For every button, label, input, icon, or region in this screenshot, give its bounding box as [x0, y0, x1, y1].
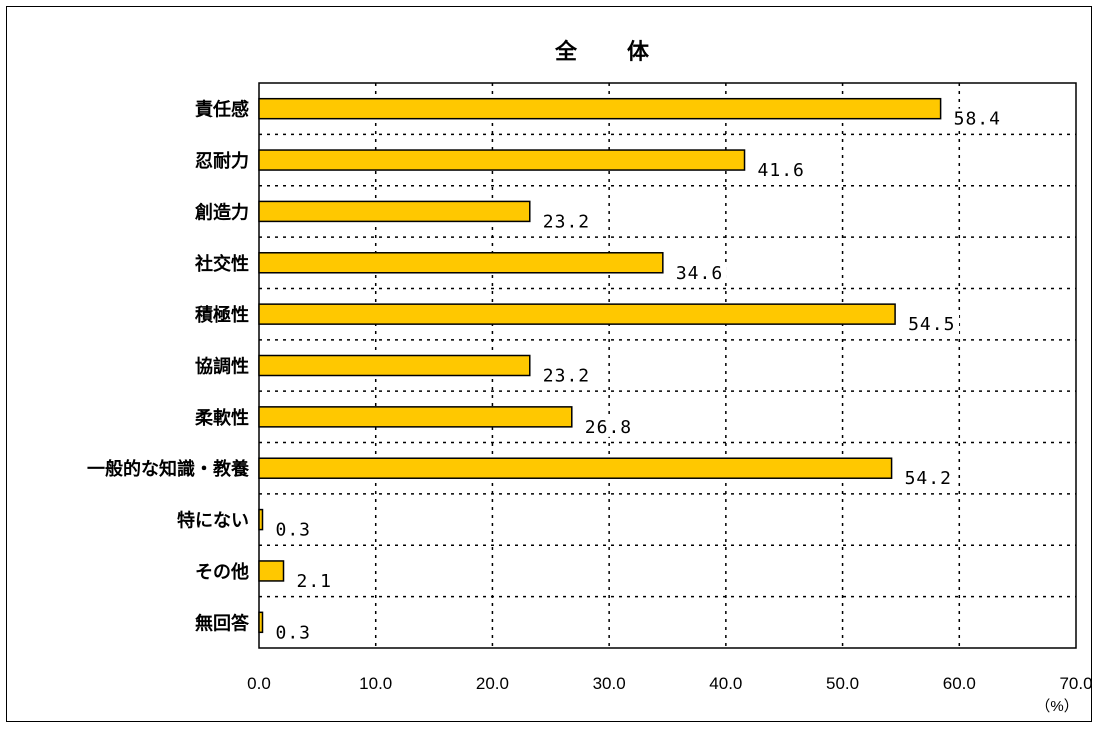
value-label-bg [272, 519, 315, 540]
category-label: 一般的な知識・教養 [87, 458, 249, 480]
category-label: 協調性 [195, 356, 249, 378]
grid-lines [259, 83, 1076, 648]
bar-chart: 全 体 責任感忍耐力創造力社交性積極性協調性柔軟性一般的な知識・教養特にないその… [87, 39, 1093, 715]
category-label: 積極性 [194, 304, 249, 326]
unit-label: （%） [1035, 698, 1078, 715]
value-label: 26.8 [585, 417, 632, 438]
chart-frame: 全 体 責任感忍耐力創造力社交性積極性協調性柔軟性一般的な知識・教養特にないその… [6, 6, 1093, 722]
value-label-bg [905, 314, 960, 335]
bar [258, 508, 264, 531]
category-label: 社交性 [195, 253, 249, 275]
value-label-bg [754, 160, 809, 181]
x-tick-label: 50.0 [826, 674, 859, 693]
value-label-bg [950, 108, 1005, 129]
category-label: 忍耐力 [195, 150, 249, 172]
value-labels: 58.4 41.6 23.2 34.6 54.5 23.2 26.8 54.2 0.3 2.1 0.… [272, 108, 1005, 643]
value-label-bg [581, 416, 636, 437]
value-label: 23.2 [543, 366, 590, 387]
bar [258, 354, 531, 377]
bar [258, 149, 746, 171]
category-label: 無回答 [195, 612, 250, 634]
x-tick-label: 0.0 [247, 674, 271, 693]
x-tick-labels: 0.0 10.0 20.0 30.0 40.0 50.0 60.0 70.0 [247, 674, 1092, 693]
value-label-bg [539, 211, 594, 232]
bar [258, 406, 573, 428]
category-label: 柔軟性 [195, 407, 249, 429]
value-label: 54.2 [905, 468, 952, 489]
x-tick-label: 70.0 [1059, 674, 1092, 693]
value-label-bg [672, 262, 727, 283]
category-label: その他 [195, 561, 249, 583]
value-label: 41.6 [758, 160, 805, 181]
value-label: 23.2 [543, 211, 590, 232]
chart-title: 全 体 [554, 39, 651, 65]
value-label: 54.5 [908, 314, 955, 335]
value-label-bg [272, 622, 315, 643]
value-label-bg [293, 570, 336, 591]
x-tick-label: 60.0 [943, 674, 976, 693]
category-label: 創造力 [194, 201, 249, 223]
value-label-bg [539, 365, 594, 386]
value-label-bg [901, 468, 956, 489]
bar [258, 200, 531, 223]
category-label: 特にない [177, 510, 249, 532]
category-label: 責任感 [195, 99, 249, 121]
bars-group [258, 97, 942, 634]
value-label: 58.4 [954, 109, 1001, 130]
bar [258, 97, 942, 120]
value-label: 0.3 [276, 622, 312, 643]
value-label: 0.3 [276, 520, 312, 541]
value-label: 2.1 [297, 571, 333, 592]
value-label: 34.6 [676, 263, 723, 284]
bar [258, 457, 893, 479]
x-tick-label: 30.0 [593, 674, 626, 693]
x-tick-label: 10.0 [359, 674, 392, 693]
bar [258, 560, 285, 582]
x-tick-label: 40.0 [709, 674, 742, 693]
bar [258, 611, 264, 634]
bar [258, 303, 896, 325]
bar [258, 252, 664, 274]
x-tick-label: 20.0 [476, 674, 509, 693]
